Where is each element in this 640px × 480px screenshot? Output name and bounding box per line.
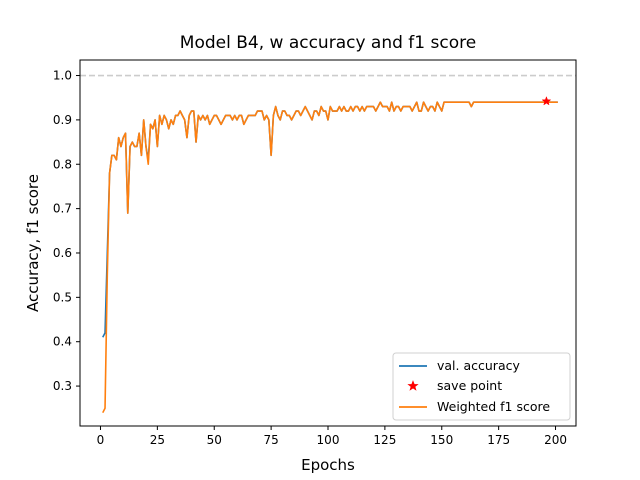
y-tick-label: 0.7 — [53, 202, 72, 216]
x-tick-label: 75 — [263, 433, 278, 447]
series-line-weighted-f1-score — [102, 101, 558, 414]
x-tick-label: 150 — [430, 433, 453, 447]
y-tick-label: 0.8 — [53, 157, 72, 171]
y-axis-ticks: 0.3 0.4 0.5 0.6 0.7 0.8 0.9 1.0 — [53, 69, 80, 393]
legend-swatch-save-point — [407, 380, 419, 391]
marker-layer — [541, 96, 552, 106]
x-tick-label: 25 — [150, 433, 165, 447]
legend-box — [392, 352, 571, 421]
y-tick-label: 0.5 — [53, 290, 72, 304]
x-tick-label: 175 — [487, 433, 510, 447]
x-tick-label: 200 — [544, 433, 567, 447]
y-tick-label: 0.9 — [53, 113, 72, 127]
x-axis-ticks: 0 25 50 75 100 125 150 175 200 — [97, 426, 567, 447]
x-axis-label: Epochs — [301, 456, 355, 474]
y-tick-label: 0.6 — [53, 246, 72, 260]
save-point-marker — [541, 96, 552, 106]
y-tick-label: 0.4 — [53, 335, 72, 349]
x-tick-label: 100 — [317, 433, 340, 447]
y-tick-label: 1.0 — [53, 69, 72, 83]
x-tick-label: 0 — [97, 433, 105, 447]
x-tick-label: 125 — [373, 433, 396, 447]
legend-label-weighted-f1: Weighted f1 score — [437, 399, 550, 414]
legend-label-save-point: save point — [437, 378, 502, 393]
y-tick-label: 0.3 — [53, 379, 72, 393]
series-layer — [102, 101, 558, 414]
x-tick-label: 50 — [207, 433, 222, 447]
legend: val. accuracy save point Weighted f1 sco… — [392, 352, 571, 421]
legend-label-val-accuracy: val. accuracy — [437, 358, 520, 373]
y-axis-label: Accuracy, f1 score — [24, 174, 42, 312]
chart-title: Model B4, w accuracy and f1 score — [180, 33, 476, 53]
